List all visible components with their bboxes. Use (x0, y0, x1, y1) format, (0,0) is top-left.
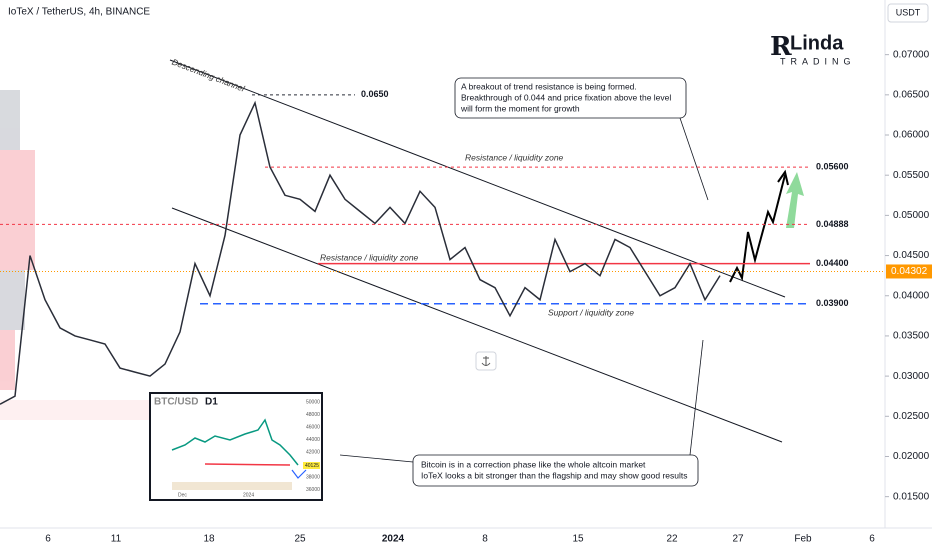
level-label: 0.0650 (361, 89, 389, 99)
y-tick-label: 0.01500 (893, 491, 930, 502)
logo-mark: R (770, 32, 792, 62)
x-tick-label: Feb (794, 534, 812, 545)
arrow-head (777, 169, 789, 186)
forecast-path (729, 174, 786, 283)
note-box (454, 77, 687, 119)
volume-profile (0, 90, 35, 390)
y-tick-label: 0.03500 (893, 331, 930, 342)
callout (689, 339, 704, 456)
x-tick-label: 25 (294, 534, 306, 545)
level-label: 0.04888 (816, 219, 849, 229)
zone-shade (0, 400, 180, 420)
x-tick-label: 8 (482, 534, 488, 545)
zone-label: Resistance / liquidity zone (320, 252, 419, 262)
anchor-icon (475, 351, 497, 371)
channel-bottom (171, 207, 783, 443)
level-label: 0.05600 (816, 162, 849, 172)
note-line: will form the moment for growth (460, 103, 580, 113)
inset-y-label: 48000 (306, 412, 320, 418)
x-tick-label: 11 (111, 534, 122, 545)
currency-box (887, 3, 929, 23)
y-tick-label: 0.04500 (893, 250, 930, 261)
x-tick-label: 6 (45, 534, 51, 545)
x-tick-label: 27 (732, 534, 744, 545)
callout (679, 117, 709, 201)
y-tick-label: 0.07000 (893, 49, 930, 60)
zone-label: Resistance / liquidity zone (465, 152, 564, 162)
y-tick-label: 0.06500 (893, 89, 930, 100)
inset-y-label: 36000 (306, 487, 320, 493)
callout (339, 454, 414, 463)
currency: USDT (896, 7, 921, 17)
y-tick-label: 0.02000 (893, 451, 930, 462)
x-tick-label: 2024 (382, 534, 405, 545)
price-line (0, 100, 721, 405)
inset-chart: BTC/USDD15000048000460004400042000400003… (149, 392, 323, 501)
inset-y-label: 44000 (306, 437, 320, 443)
inset-price-box (303, 462, 320, 469)
x-tick-label: 18 (203, 534, 215, 545)
last-price-label: 0.04302 (891, 266, 928, 277)
inset-title: BTC/USD (154, 397, 198, 408)
y-tick-label: 0.05500 (893, 170, 930, 181)
chart-title: IoTeX / TetherUS, 4h, BINANCE (8, 7, 150, 18)
y-tick-label: 0.03000 (893, 371, 930, 382)
channel-top (169, 59, 786, 298)
level-label: 0.03900 (816, 298, 849, 308)
logo-tagline: TRADING (780, 56, 856, 66)
inset-price: 40125 (305, 463, 319, 469)
growth-arrow (786, 172, 804, 228)
last-price-box (886, 264, 932, 279)
note-box (412, 454, 699, 487)
logo-brand: Linda (790, 32, 844, 54)
inset-x-label: 2024 (243, 492, 254, 498)
x-tick-label: 15 (572, 534, 584, 545)
inset-y-label: 50000 (306, 399, 320, 405)
inset-y-label: 46000 (306, 424, 320, 430)
note-line: A breakout of trend resistance is being … (461, 81, 637, 91)
note-line: Breakthrough of 0.044 and price fixation… (461, 92, 671, 102)
zone-label: Support / liquidity zone (548, 307, 634, 317)
level-label: 0.04400 (816, 258, 849, 268)
inset-x-label: Dec (178, 492, 187, 498)
y-tick-label: 0.05000 (893, 210, 930, 221)
x-tick-label: 6 (869, 534, 875, 545)
y-tick-label: 0.04000 (893, 290, 930, 301)
x-tick-label: 22 (666, 534, 678, 545)
y-tick-label: 0.06000 (893, 130, 930, 141)
y-tick-label: 0.02500 (893, 411, 930, 422)
note-line: Bitcoin is in a correction phase like th… (421, 459, 646, 469)
inset-timeframe: D1 (205, 397, 218, 408)
inset-y-label: 42000 (306, 449, 320, 455)
note-line: IoTeX looks a bit stronger than the flag… (421, 470, 688, 480)
inset-y-label: 38000 (306, 474, 320, 480)
